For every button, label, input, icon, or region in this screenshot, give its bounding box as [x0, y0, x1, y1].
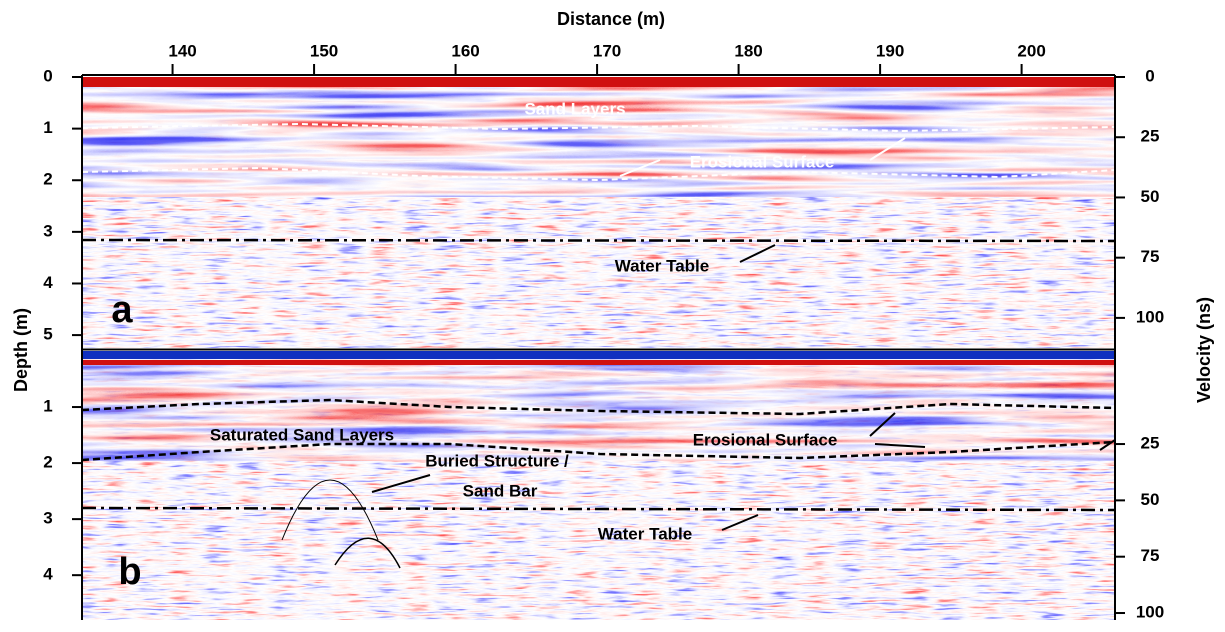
y2-tick-label: 25	[1141, 127, 1160, 146]
y2-tick-label: 75	[1141, 247, 1160, 266]
y2-tick-label: 50	[1141, 490, 1160, 509]
annotation: Erosional Surface	[690, 152, 835, 171]
x-axis-title: Distance (m)	[557, 9, 665, 29]
y-tick-label: 4	[43, 565, 53, 584]
y-tick-label: 2	[43, 170, 52, 189]
annotation: Water Table	[615, 256, 709, 275]
axes-frame	[81, 74, 1116, 620]
y2-axis-title: Velocity (ns)	[1194, 297, 1214, 403]
x-tick-label: 150	[310, 41, 338, 60]
y2-tick-label: 25	[1141, 434, 1160, 453]
annotation: Water Table	[598, 524, 692, 543]
radargram-a	[82, 77, 1115, 348]
y-axis-title: Depth (m)	[11, 308, 31, 392]
annotation: Saturated Sand Layers	[210, 425, 394, 444]
radargram-b	[82, 351, 1115, 620]
x-tick-label: 160	[451, 41, 479, 60]
x-tick-label: 140	[168, 41, 196, 60]
y-tick-label: 0	[43, 66, 52, 85]
y2-tick-label: 100	[1136, 603, 1164, 622]
y-tick-label: 1	[43, 118, 52, 137]
x-tick-label: 200	[1017, 41, 1045, 60]
x-tick-label: 180	[734, 41, 762, 60]
y-tick-label: 1	[43, 397, 52, 416]
x-tick-label: 170	[593, 41, 621, 60]
y2-tick-label: 50	[1141, 187, 1160, 206]
y-tick-label: 2	[43, 453, 52, 472]
x-tick-label: 190	[876, 41, 904, 60]
y-tick-label: 3	[43, 509, 52, 528]
y2-tick-label: 100	[1136, 307, 1164, 326]
panel-label: b	[118, 551, 141, 593]
annotation: Sand Bar	[463, 481, 538, 500]
y-tick-label: 4	[43, 273, 53, 292]
annotation: Buried Structure /	[425, 451, 569, 470]
interpretation-lines	[81, 122, 1116, 569]
y2-tick-label: 75	[1141, 546, 1160, 565]
panel-label: a	[111, 289, 133, 331]
y-tick-label: 3	[43, 221, 52, 240]
annotation: Sand Layers	[524, 99, 625, 118]
y2-tick-label: 0	[1145, 66, 1154, 85]
annotation: Erosional Surface	[693, 430, 838, 449]
y-tick-label: 5	[43, 325, 52, 344]
